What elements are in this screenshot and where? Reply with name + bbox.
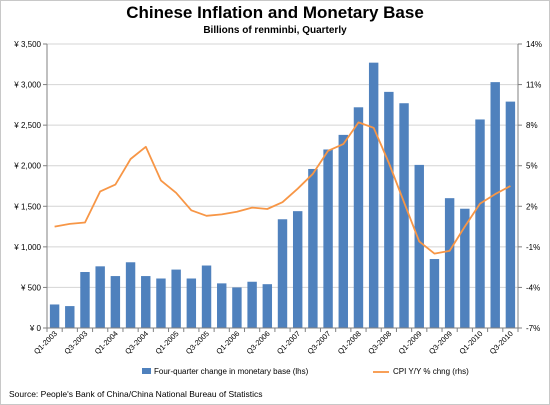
- y-right-tick-label: -7%: [526, 324, 540, 333]
- y-right-tick-label: 14%: [526, 40, 542, 49]
- bar: [125, 262, 136, 328]
- x-tick-label: Q1-2007: [275, 329, 302, 356]
- bar: [308, 168, 318, 328]
- bar: [49, 304, 60, 328]
- bar: [384, 91, 394, 328]
- bar: [186, 278, 197, 328]
- bar: [232, 287, 242, 328]
- bar: [338, 134, 348, 328]
- y-left-tick-label: ¥ 1,500: [13, 202, 41, 211]
- bar: [95, 266, 105, 328]
- y-left-tick-label: ¥ 1,000: [13, 243, 41, 252]
- bar: [171, 269, 181, 328]
- bar: [414, 164, 424, 328]
- legend-swatch-monetary-base: [142, 368, 151, 374]
- source-note: Source: People's Bank of China/China Nat…: [9, 389, 263, 399]
- x-tick-label: Q1-2010: [457, 329, 484, 356]
- bar: [323, 149, 333, 328]
- chart-subtitle: Billions of renminbi, Quarterly: [203, 25, 347, 36]
- bar: [475, 119, 485, 328]
- bar: [353, 107, 364, 328]
- bar: [399, 103, 409, 328]
- bar: [277, 219, 288, 328]
- x-tick-label: Q1-2003: [32, 329, 59, 356]
- bar: [156, 278, 166, 328]
- y-left-tick-label: ¥ 2,000: [13, 162, 41, 171]
- y-right-tick-label: 5%: [526, 162, 538, 171]
- y-right-tick-label: -4%: [526, 283, 540, 292]
- x-tick-label: Q1-2009: [397, 329, 424, 356]
- x-tick-label: Q3-2008: [366, 329, 393, 356]
- bar: [262, 284, 273, 328]
- bar: [292, 211, 303, 328]
- bar: [110, 276, 121, 328]
- y-left-tick-label: ¥ 2,500: [13, 121, 41, 130]
- y-left-tick-label: ¥ 3,500: [13, 40, 41, 49]
- y-right-tick-label: -1%: [526, 243, 540, 252]
- x-tick-label: Q3-2003: [62, 329, 89, 356]
- legend-label-monetary-base: Four-quarter change in monetary base (lh…: [154, 367, 309, 376]
- x-tick-label: Q1-2005: [154, 329, 181, 356]
- x-tick-label: Q3-2005: [184, 329, 211, 356]
- bar: [201, 265, 212, 328]
- bar: [444, 198, 455, 328]
- bar: [368, 62, 379, 329]
- bar: [217, 283, 227, 328]
- cpi-series-line: [54, 121, 511, 255]
- legend-label-cpi: CPI Y/Y % chng (rhs): [393, 367, 469, 376]
- x-tick-label: Q3-2004: [123, 329, 150, 356]
- y-right-tick-label: 8%: [526, 121, 538, 130]
- x-tick-label: Q3-2009: [427, 329, 454, 356]
- bar: [80, 272, 90, 328]
- y-left-tick-label: ¥ 3,000: [13, 81, 41, 90]
- x-tick-label: Q1-2004: [93, 329, 120, 356]
- x-tick-label: Q3-2010: [488, 329, 515, 356]
- bar: [460, 208, 470, 328]
- y-left-tick-label: ¥ 500: [20, 283, 42, 292]
- y-right-tick-label: 2%: [526, 202, 538, 211]
- y-left-tick-label: ¥ 0: [29, 324, 42, 333]
- bar: [141, 276, 151, 328]
- bar: [505, 101, 516, 329]
- bar: [65, 306, 75, 328]
- x-tick-label: Q3-2006: [245, 329, 272, 356]
- y-right-tick-label: 11%: [526, 81, 541, 90]
- bar: [490, 82, 500, 328]
- chart-title: Chinese Inflation and Monetary Base: [126, 3, 424, 22]
- bar: [429, 259, 440, 328]
- x-tick-label: Q3-2007: [305, 329, 332, 356]
- bar: [247, 281, 257, 328]
- x-tick-label: Q1-2006: [214, 329, 241, 356]
- x-tick-label: Q1-2008: [336, 329, 363, 356]
